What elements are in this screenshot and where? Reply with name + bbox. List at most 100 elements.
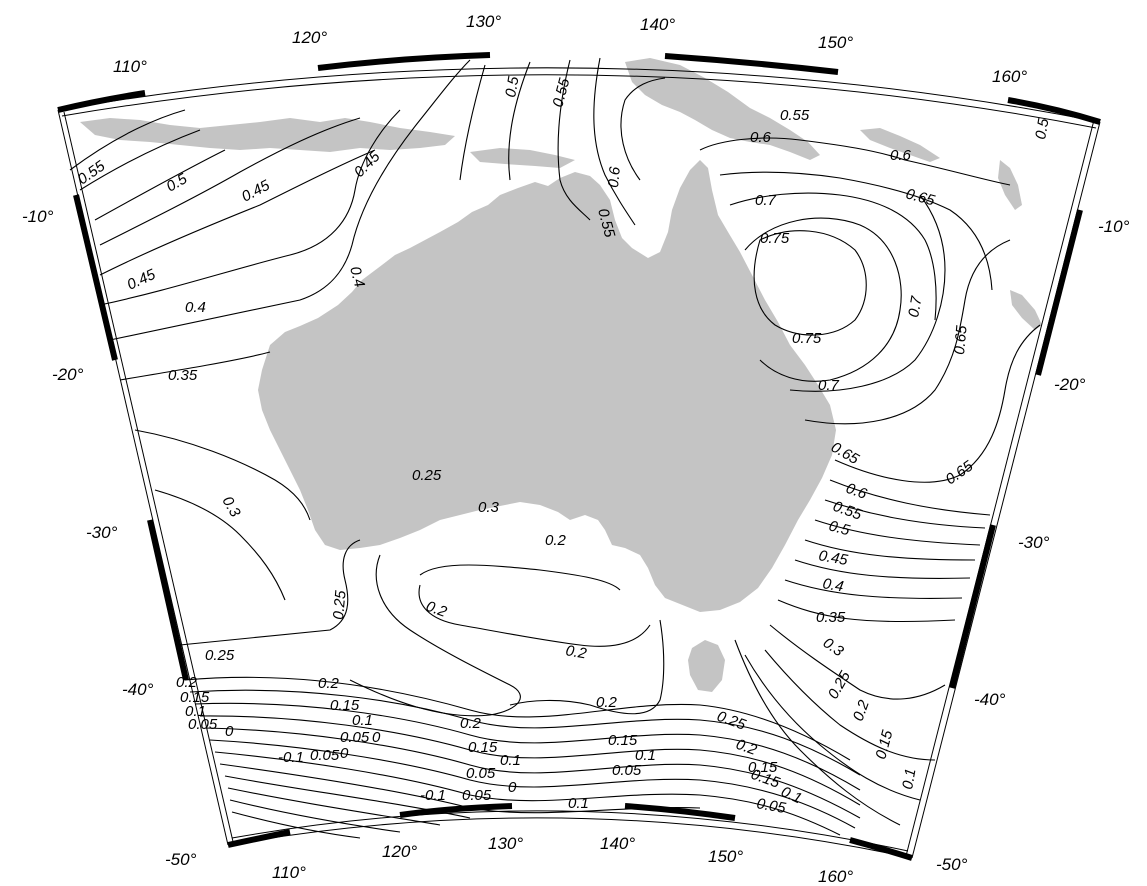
contour-label: 0.15 bbox=[608, 732, 638, 749]
lon-label-top-120: 120° bbox=[292, 28, 327, 47]
contour-label: 0.7 bbox=[905, 295, 925, 319]
lon-label-top-130: 130° bbox=[466, 12, 501, 31]
lat-label-left-30: -30° bbox=[86, 523, 118, 542]
contour-label: 0.4 bbox=[821, 575, 844, 595]
contour-label: 0.1 bbox=[352, 712, 373, 729]
contour-label: 0.15 bbox=[330, 697, 360, 714]
contour-label: 0.6 bbox=[605, 165, 624, 188]
lon-label-bottom-150: 150° bbox=[708, 847, 743, 866]
lon-label-bottom-120: 120° bbox=[382, 842, 417, 861]
contour-label: 0.2 bbox=[545, 532, 567, 549]
contour-label: 0.25 bbox=[825, 668, 855, 702]
lat-label-left-40: -40° bbox=[122, 680, 154, 699]
contour-label: 0.7 bbox=[818, 377, 840, 394]
contour-label: 0.05 bbox=[612, 762, 642, 779]
contour-label: 0.4 bbox=[185, 299, 206, 316]
lat-label-left-10: -10° bbox=[22, 207, 54, 226]
contour-label: 0.3 bbox=[820, 634, 847, 660]
contour-label: 0.65 bbox=[951, 324, 971, 355]
contour-label: 0.25 bbox=[330, 589, 350, 620]
contour-label: 0.2 bbox=[734, 736, 760, 759]
contour-label: 0.15 bbox=[468, 739, 498, 756]
lon-label-top-110: 110° bbox=[113, 57, 147, 76]
contour-label: 0.2 bbox=[318, 675, 340, 692]
contour-label: 0.3 bbox=[478, 499, 500, 516]
lon-label-bottom-110: 110° bbox=[272, 863, 306, 882]
contour-label: 0.2 bbox=[850, 697, 873, 723]
contour-label: 0.75 bbox=[760, 230, 790, 247]
contour-lines bbox=[69, 57, 1041, 839]
contour-label: 0.6 bbox=[890, 147, 912, 164]
contour-label: -0.1 bbox=[420, 787, 446, 804]
tasmania-landmass bbox=[688, 640, 725, 692]
contour-label: 0.1 bbox=[185, 703, 206, 720]
contour-label: -0.1 bbox=[278, 749, 304, 766]
contour-label: 0.15 bbox=[748, 759, 778, 776]
contour-label: 0.05 bbox=[310, 747, 340, 764]
lat-label-left-50: -50° bbox=[165, 850, 197, 869]
contour-label: 0.1 bbox=[635, 747, 656, 764]
contour-label: 0.45 bbox=[351, 148, 384, 181]
lon-label-bottom-140: 140° bbox=[600, 834, 635, 853]
solomon-islands bbox=[860, 128, 940, 162]
contour-label: 0.1 bbox=[568, 795, 589, 812]
contour-label: 0 bbox=[372, 729, 381, 746]
lon-label-top-140: 140° bbox=[640, 15, 675, 34]
contour-label: 0.6 bbox=[750, 129, 772, 146]
contour-label: 0.55 bbox=[549, 76, 573, 109]
contour-label: 0.05 bbox=[188, 716, 218, 733]
contour-label: 0.35 bbox=[816, 609, 846, 626]
contour-label: 0.7 bbox=[755, 192, 777, 209]
longitude-labels-bottom: 110° 120° 130° 140° 150° 160° bbox=[272, 834, 853, 886]
land-masses bbox=[80, 58, 1042, 692]
longitude-labels-top: 110° 120° 130° 140° 150° 160° bbox=[113, 12, 1027, 86]
contour-label: 0.2 bbox=[564, 642, 588, 662]
lon-label-top-150: 150° bbox=[818, 33, 853, 52]
contour-label: 0.3 bbox=[219, 494, 244, 521]
latitude-labels-left: -10° -20° -30° -40° -50° bbox=[22, 207, 197, 869]
contour-label: 0.25 bbox=[205, 647, 235, 664]
contour-label: 0.05 bbox=[755, 795, 787, 817]
contour-label: 0.25 bbox=[715, 708, 749, 734]
contour-label: 0.2 bbox=[460, 715, 482, 732]
contour-label: 0.55 bbox=[780, 107, 810, 124]
contour-label: 0.55 bbox=[75, 157, 109, 188]
contour-label: 0.25 bbox=[412, 467, 442, 484]
contour-label: 0.75 bbox=[792, 330, 822, 347]
contour-label: 0.2 bbox=[424, 598, 450, 621]
contour-label: 0.5 bbox=[1032, 117, 1052, 141]
contour-label: 0.45 bbox=[125, 266, 159, 294]
contour-label: 0.1 bbox=[500, 752, 521, 769]
lat-label-right-30: -30° bbox=[1018, 533, 1050, 552]
contour-label: 0.5 bbox=[827, 517, 852, 539]
lat-label-right-20: -20° bbox=[1054, 375, 1086, 394]
contour-label: 0.6 bbox=[844, 480, 870, 503]
contour-label: 0.65 bbox=[904, 185, 937, 209]
contour-label: 0.35 bbox=[168, 367, 198, 384]
lat-label-right-10: -10° bbox=[1098, 217, 1130, 236]
lat-label-right-50: -50° bbox=[936, 855, 968, 874]
contour-label: 0.5 bbox=[502, 75, 522, 99]
lat-label-right-40: -40° bbox=[974, 690, 1006, 709]
contour-label: 0.2 bbox=[176, 674, 198, 691]
lon-label-bottom-130: 130° bbox=[488, 834, 523, 853]
contour-label: 0.2 bbox=[596, 694, 618, 711]
contour-label: 0.05 bbox=[462, 787, 492, 804]
contour-label: 0.05 bbox=[466, 765, 496, 782]
contour-label: 0.1 bbox=[899, 767, 919, 790]
australia-landmass bbox=[258, 160, 836, 612]
contour-label: 0.65 bbox=[943, 457, 977, 488]
new-guinea-landmass bbox=[625, 58, 820, 160]
contour-label: 0.15 bbox=[180, 689, 210, 706]
contour-label: 0.45 bbox=[817, 547, 849, 569]
new-caledonia-island bbox=[1010, 290, 1042, 330]
contour-label: 0.5 bbox=[164, 170, 191, 195]
lat-label-left-20: -20° bbox=[52, 365, 84, 384]
contour-label: 0.15 bbox=[872, 728, 896, 761]
contour-label: 0.4 bbox=[346, 265, 368, 290]
contour-label: 0 bbox=[225, 723, 234, 740]
map-frame bbox=[57, 52, 1101, 861]
indonesia-islands bbox=[80, 118, 455, 152]
lon-label-top-160: 160° bbox=[992, 67, 1027, 86]
